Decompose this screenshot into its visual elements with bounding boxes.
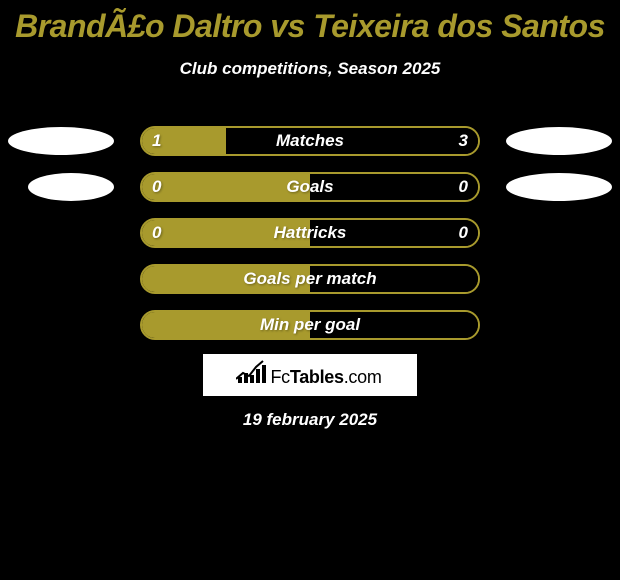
- stat-value-left: 0: [152, 218, 161, 248]
- stat-bar-right: [310, 174, 478, 200]
- brand-box: FcTables.com: [201, 352, 419, 398]
- stat-bar-right: [310, 220, 478, 246]
- stat-bar-track: [140, 172, 480, 202]
- page-subtitle: Club competitions, Season 2025: [0, 45, 620, 79]
- brand-text: FcTables.com: [270, 367, 381, 388]
- stat-bar-left: [142, 312, 310, 338]
- stat-bar-track: [140, 264, 480, 294]
- stat-value-right: 3: [459, 126, 468, 156]
- stat-bar-right: [226, 128, 478, 154]
- stat-bar-track: [140, 310, 480, 340]
- stat-value-left: 0: [152, 172, 161, 202]
- stat-row: Min per goal: [0, 304, 620, 350]
- date-label: 19 february 2025: [0, 410, 620, 430]
- stat-bar-left: [142, 220, 310, 246]
- brand-logo: FcTables.com: [238, 363, 381, 388]
- stat-value-right: 0: [459, 218, 468, 248]
- stat-bar-track: [140, 218, 480, 248]
- stat-bar-left: [142, 174, 310, 200]
- player-indicator-right: [506, 173, 612, 201]
- stat-bar-left: [142, 266, 310, 292]
- stat-bar-track: [140, 126, 480, 156]
- stat-value-left: 1: [152, 126, 161, 156]
- stat-row: Hattricks00: [0, 212, 620, 258]
- stat-row: Matches13: [0, 120, 620, 166]
- stat-rows: Matches13Goals00Hattricks00Goals per mat…: [0, 120, 620, 350]
- stat-row: Goals per match: [0, 258, 620, 304]
- stat-row: Goals00: [0, 166, 620, 212]
- brand-chart-icon: [238, 363, 266, 383]
- page-title: BrandÃ£o Daltro vs Teixeira dos Santos: [0, 0, 620, 45]
- player-indicator-right: [506, 127, 612, 155]
- infographic-canvas: BrandÃ£o Daltro vs Teixeira dos Santos C…: [0, 0, 620, 580]
- player-indicator-left: [8, 127, 114, 155]
- stat-bar-right: [310, 266, 478, 292]
- stat-bar-right: [310, 312, 478, 338]
- stat-value-right: 0: [459, 172, 468, 202]
- player-indicator-left: [28, 173, 114, 201]
